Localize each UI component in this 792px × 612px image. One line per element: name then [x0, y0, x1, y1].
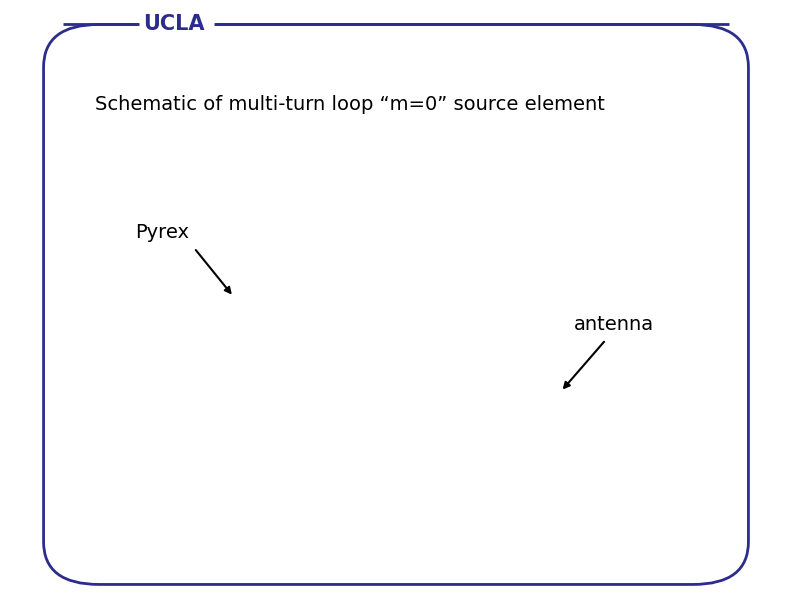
FancyBboxPatch shape	[44, 24, 748, 584]
Text: Pyrex: Pyrex	[135, 223, 188, 242]
Text: antenna: antenna	[574, 315, 654, 334]
Text: UCLA: UCLA	[143, 15, 205, 34]
Text: Schematic of multi-turn loop “m=0” source element: Schematic of multi-turn loop “m=0” sourc…	[95, 94, 605, 114]
